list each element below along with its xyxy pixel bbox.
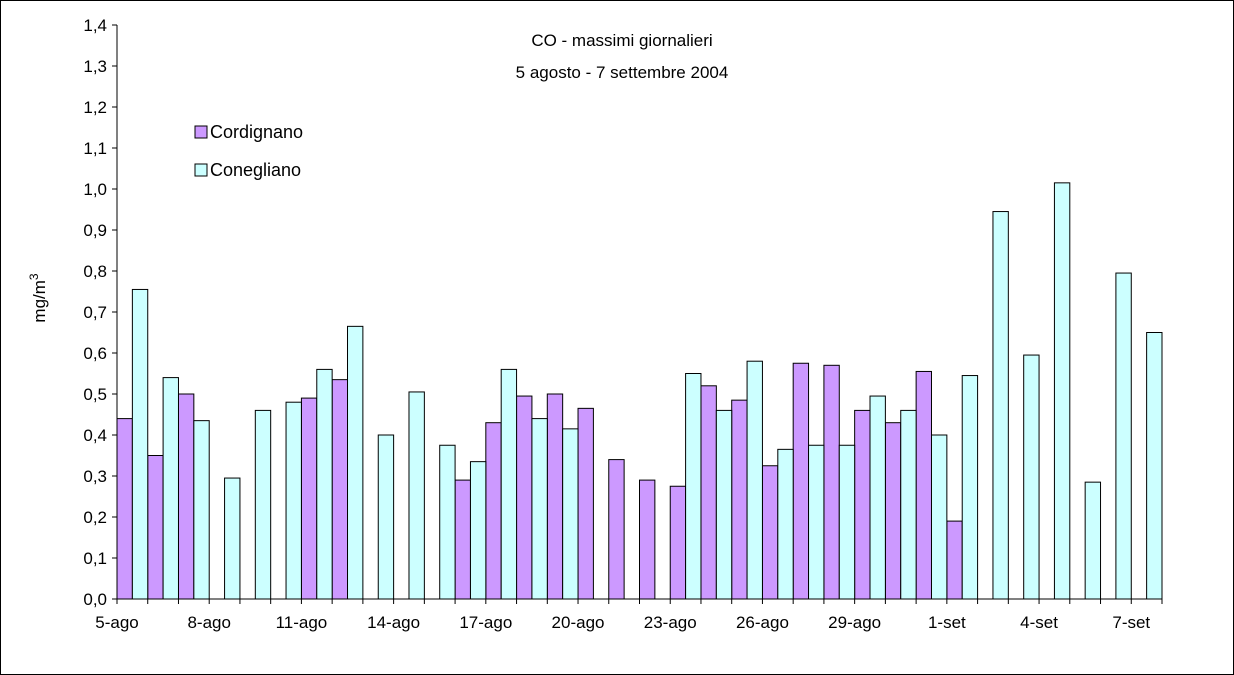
legend-label-cordignano: Cordignano (210, 122, 303, 142)
bar-conegliano (961, 375, 979, 600)
x-tick-label: 4-set (1020, 613, 1058, 632)
y-tick-label: 1,3 (83, 57, 107, 76)
legend-label-conegliano: Conegliano (210, 160, 301, 180)
bar-cordignano (792, 362, 810, 600)
bar-cordignano (546, 393, 564, 600)
y-tick-label: 0,8 (83, 262, 107, 281)
chart-subtitle: 5 agosto - 7 settembre 2004 (516, 63, 729, 82)
y-tick-label: 0,9 (83, 221, 107, 240)
y-tick-label: 0,5 (83, 385, 107, 404)
chart-title: CO - massimi giornalieri (531, 31, 712, 50)
y-tick-label: 0,1 (83, 549, 107, 568)
bar-conegliano (838, 444, 856, 600)
y-axis-label-group: mg/m3 (27, 273, 49, 323)
bar-conegliano (777, 448, 794, 600)
x-tick-label: 11-ago (276, 613, 328, 632)
bar-conegliano (224, 477, 241, 600)
bar-cordignano (177, 393, 195, 600)
y-tick-label: 0,6 (83, 344, 107, 363)
x-tick-label: 29-ago (828, 613, 881, 632)
y-tick-label: 0,4 (83, 426, 107, 445)
bar-cordignano (639, 479, 656, 600)
bar-cordignano (669, 485, 687, 600)
bar-conegliano (408, 391, 425, 600)
bar-cordignano (331, 379, 349, 600)
bar-conegliano (193, 420, 210, 600)
bar-cordignano (946, 520, 963, 600)
bar-conegliano (377, 434, 395, 600)
x-tick-label: 7-set (1112, 613, 1150, 632)
bars-layer (116, 182, 1163, 600)
bar-conegliano (316, 368, 333, 600)
bar-cordignano (608, 459, 625, 600)
y-axis-label: mg/m3 (27, 273, 49, 323)
bar-conegliano (131, 288, 149, 600)
bar-cordignano (454, 479, 471, 600)
bar-cordignano (485, 422, 502, 600)
bar-cordignano (761, 465, 779, 600)
bar-conegliano (685, 373, 702, 600)
ticks-layer: 0,0 0,1 0,2 0,3 0,4 0,5 0,6 0,7 0,8 0,9 1,0 1,1 1,2 1… (83, 16, 1163, 632)
y-tick-label: 1,1 (83, 139, 107, 158)
bar-conegliano (1084, 481, 1102, 600)
bar-conegliano (500, 368, 518, 600)
bar-conegliano (469, 461, 487, 600)
bar-cordignano (516, 395, 533, 600)
bar-cordignano (700, 385, 717, 600)
bar-conegliano (1023, 354, 1040, 600)
x-tick-label: 5-ago (95, 613, 138, 632)
bar-conegliano (992, 211, 1009, 600)
y-tick-label: 1,2 (83, 98, 107, 117)
bar-conegliano (562, 428, 579, 600)
y-tick-label: 0,0 (83, 590, 107, 609)
bar-cordignano (884, 422, 902, 600)
y-tick-label: 1,0 (83, 180, 107, 199)
bar-conegliano (347, 325, 364, 600)
y-axis-label-superscript: 3 (27, 273, 41, 280)
bar-conegliano (808, 444, 825, 600)
x-tick-label: 1-set (928, 613, 966, 632)
x-tick-label: 17-ago (459, 613, 512, 632)
y-axis-label-text: mg/m (30, 280, 49, 323)
y-tick-label: 0,3 (83, 467, 107, 486)
y-tick-label: 0,2 (83, 508, 107, 527)
bar-conegliano (285, 401, 302, 600)
bar-conegliano (930, 434, 948, 600)
x-tick-label: 8-ago (187, 613, 230, 632)
bar-conegliano (439, 444, 456, 600)
bar-cordignano (731, 399, 748, 600)
bar-conegliano (715, 409, 733, 600)
bar-conegliano (1053, 182, 1071, 600)
x-tick-label: 23-ago (644, 613, 697, 632)
bar-cordignano (823, 364, 840, 600)
x-tick-label: 14-ago (367, 613, 420, 632)
y-tick-label: 0,7 (83, 303, 107, 322)
bar-conegliano (746, 360, 763, 600)
bar-conegliano (254, 409, 272, 600)
bar-cordignano (854, 409, 871, 600)
bar-conegliano (869, 395, 886, 600)
bar-cordignano (147, 455, 164, 600)
x-tick-label: 20-ago (552, 613, 605, 632)
bar-cordignano (116, 418, 133, 600)
bar-cordignano (577, 407, 594, 600)
x-tick-label: 26-ago (736, 613, 789, 632)
legend-swatch-conegliano (194, 163, 208, 177)
bar-cordignano (300, 397, 318, 600)
legend-swatch-cordignano (194, 125, 208, 139)
bar-conegliano (531, 418, 548, 600)
bar-conegliano (1115, 272, 1132, 600)
bar-conegliano (1146, 332, 1163, 600)
y-tick-label: 1,4 (83, 16, 107, 35)
bar-conegliano (162, 377, 179, 600)
bar-cordignano (915, 370, 932, 600)
bar-conegliano (900, 409, 917, 600)
legend: Cordignano Conegliano (173, 103, 333, 191)
